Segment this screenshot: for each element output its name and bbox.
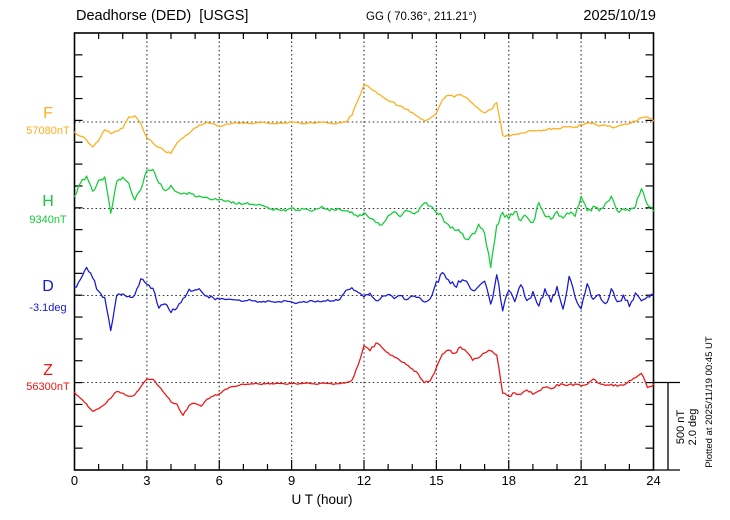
channel-label-F: F — [43, 105, 53, 122]
x-tick-label: 12 — [356, 473, 372, 488]
channel-baseline-F: 57080nT — [26, 125, 70, 137]
channel-label-D: D — [42, 278, 54, 295]
station-title: Deadhorse (DED) [USGS] — [76, 8, 249, 24]
scale-bar-label: 500 nT 2.0 deg — [675, 408, 699, 446]
x-tick-label: 3 — [143, 473, 151, 488]
x-tick-label: 0 — [70, 473, 79, 488]
x-axis-label: U T (hour) — [291, 492, 353, 507]
geographic-coords: GG ( 70.36°, 211.21°) — [366, 11, 477, 23]
channel-label-H: H — [42, 193, 54, 210]
trace-Z — [73, 342, 655, 417]
channel-baseline-D: -3.1deg — [29, 302, 67, 314]
x-tick-label: 24 — [646, 473, 661, 488]
trace-F — [73, 84, 655, 155]
x-tick-label: 9 — [288, 473, 296, 488]
trace-D — [73, 266, 655, 332]
x-tick-label: 6 — [215, 473, 223, 488]
x-tick-label: 21 — [573, 473, 589, 488]
channel-baseline-Z: 56300nT — [26, 381, 70, 393]
channel-label-Z: Z — [43, 362, 53, 379]
trace-H — [73, 168, 655, 269]
plot-date: 2025/10/19 — [583, 8, 656, 24]
x-tick-label: 18 — [501, 473, 516, 488]
x-tick-label: 15 — [429, 473, 444, 488]
channel-baseline-H: 9340nT — [29, 214, 67, 226]
plotted-at-note: Plotted at 2025/11/19 00:45 UT — [704, 336, 715, 468]
